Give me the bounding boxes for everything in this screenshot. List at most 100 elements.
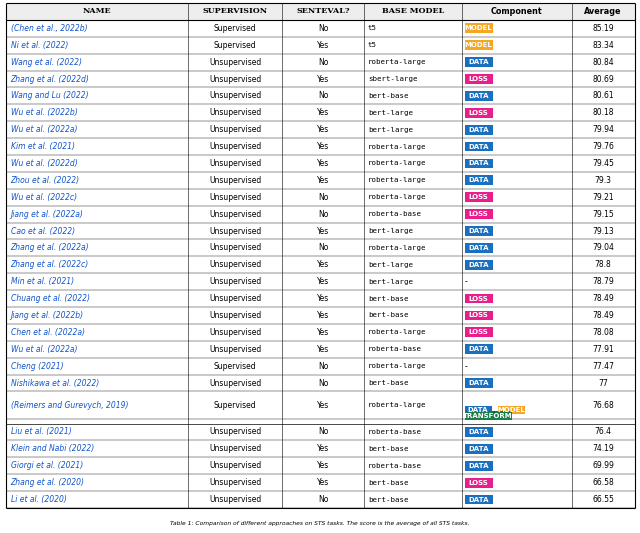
Bar	[465, 158, 493, 168]
Bar	[465, 444, 493, 454]
Text: Wu et al. (2022a): Wu et al. (2022a)	[10, 345, 77, 354]
Text: Unsupervised: Unsupervised	[209, 108, 261, 117]
Text: Jiang et al. (2022a): Jiang et al. (2022a)	[10, 209, 83, 219]
Text: DATA: DATA	[468, 127, 489, 133]
Text: 66.55: 66.55	[592, 495, 614, 504]
Text: Yes: Yes	[317, 461, 329, 470]
Text: bert-large: bert-large	[368, 228, 413, 234]
Text: DATA: DATA	[468, 59, 489, 65]
Bar	[465, 41, 493, 50]
Text: Unsupervised: Unsupervised	[209, 478, 261, 487]
Text: bert-large: bert-large	[368, 127, 413, 133]
Text: 77.47: 77.47	[592, 361, 614, 370]
Text: DATA: DATA	[468, 177, 489, 183]
Text: Average: Average	[584, 7, 622, 16]
Text: bert-base: bert-base	[368, 380, 408, 386]
Text: No: No	[318, 209, 328, 219]
Text: roberta-large: roberta-large	[368, 160, 426, 166]
Text: Unsupervised: Unsupervised	[209, 209, 261, 219]
Bar	[465, 175, 493, 185]
Text: No: No	[318, 193, 328, 201]
Text: Yes: Yes	[317, 328, 329, 337]
Text: DATA: DATA	[468, 228, 489, 234]
Bar	[465, 406, 492, 414]
Text: Wu et al. (2022a): Wu et al. (2022a)	[10, 125, 77, 134]
Text: -: -	[465, 361, 467, 370]
Text: Zhang et al. (2022a): Zhang et al. (2022a)	[10, 244, 89, 253]
Text: Unsupervised: Unsupervised	[209, 58, 261, 67]
Text: Yes: Yes	[317, 445, 329, 454]
Text: bert-base: bert-base	[368, 93, 408, 99]
Text: roberta-base: roberta-base	[368, 429, 422, 435]
Text: LOSS: LOSS	[468, 211, 488, 217]
Bar	[465, 192, 493, 202]
Text: Wang et al. (2022): Wang et al. (2022)	[10, 58, 81, 67]
Text: Unsupervised: Unsupervised	[209, 328, 261, 337]
Text: LOSS: LOSS	[468, 329, 488, 335]
Bar	[465, 74, 493, 84]
Bar	[465, 344, 493, 354]
Text: NAME: NAME	[83, 7, 111, 15]
Text: Yes: Yes	[317, 108, 329, 117]
Text: 78.49: 78.49	[592, 311, 614, 320]
Text: Unsupervised: Unsupervised	[209, 176, 261, 185]
Text: 78.49: 78.49	[592, 294, 614, 303]
Text: 76.4: 76.4	[595, 427, 612, 437]
Text: 78.79: 78.79	[592, 277, 614, 286]
Text: No: No	[318, 244, 328, 253]
Bar	[465, 226, 493, 236]
Text: Ni et al. (2022): Ni et al. (2022)	[10, 41, 68, 50]
Text: Zhang et al. (2020): Zhang et al. (2020)	[10, 478, 84, 487]
Text: roberta-base: roberta-base	[368, 463, 422, 469]
Bar	[465, 243, 493, 253]
Text: No: No	[318, 378, 328, 387]
Text: MODEL: MODEL	[497, 407, 525, 413]
Text: 66.58: 66.58	[592, 478, 614, 487]
Text: Unsupervised: Unsupervised	[209, 125, 261, 134]
Text: roberta-large: roberta-large	[368, 402, 426, 408]
Text: ,: ,	[493, 407, 495, 413]
Text: roberta-large: roberta-large	[368, 245, 426, 251]
Text: Chen et al. (2022a): Chen et al. (2022a)	[10, 328, 84, 337]
Text: DATA: DATA	[468, 497, 489, 503]
Text: bert-base: bert-base	[368, 312, 408, 318]
Text: Chuang et al. (2022): Chuang et al. (2022)	[10, 294, 90, 303]
Text: No: No	[318, 427, 328, 437]
Text: roberta-large: roberta-large	[368, 177, 426, 183]
Text: Liu et al. (2021): Liu et al. (2021)	[10, 427, 71, 437]
Text: t5: t5	[368, 26, 377, 31]
Bar	[465, 142, 493, 151]
Text: roberta-base: roberta-base	[368, 346, 422, 352]
Text: DATA: DATA	[468, 429, 489, 435]
Text: Unsupervised: Unsupervised	[209, 311, 261, 320]
Bar	[465, 91, 493, 101]
Text: 78.8: 78.8	[595, 260, 611, 269]
Text: (Reimers and Gurevych, 2019): (Reimers and Gurevych, 2019)	[10, 401, 128, 410]
Text: Yes: Yes	[317, 227, 329, 236]
Text: SENTEVAL?: SENTEVAL?	[296, 7, 350, 15]
Text: Yes: Yes	[317, 159, 329, 168]
Text: 85.19: 85.19	[592, 24, 614, 33]
Text: DATA: DATA	[468, 160, 489, 166]
Text: Unsupervised: Unsupervised	[209, 75, 261, 84]
Text: -: -	[465, 277, 467, 286]
Text: Yes: Yes	[317, 345, 329, 354]
Text: roberta-large: roberta-large	[368, 329, 426, 335]
Text: LOSS: LOSS	[468, 312, 488, 318]
Text: Cheng (2021): Cheng (2021)	[10, 361, 63, 370]
Text: Table 1: Comparison of different approaches on STS tasks. The score is the avera: Table 1: Comparison of different approac…	[170, 521, 470, 526]
Text: 83.34: 83.34	[592, 41, 614, 50]
Text: Yes: Yes	[317, 142, 329, 151]
Text: DATA: DATA	[468, 93, 489, 99]
Text: Wu et al. (2022b): Wu et al. (2022b)	[10, 108, 77, 117]
Text: Li et al. (2020): Li et al. (2020)	[10, 495, 67, 504]
Text: Supervised: Supervised	[214, 24, 257, 33]
Text: Yes: Yes	[317, 294, 329, 303]
Text: DATA: DATA	[468, 463, 489, 469]
Text: 79.04: 79.04	[592, 244, 614, 253]
Text: 79.3: 79.3	[595, 176, 612, 185]
Text: 79.45: 79.45	[592, 159, 614, 168]
Text: No: No	[318, 91, 328, 100]
Text: Zhang et al. (2022c): Zhang et al. (2022c)	[10, 260, 89, 269]
Text: LOSS: LOSS	[468, 110, 488, 116]
